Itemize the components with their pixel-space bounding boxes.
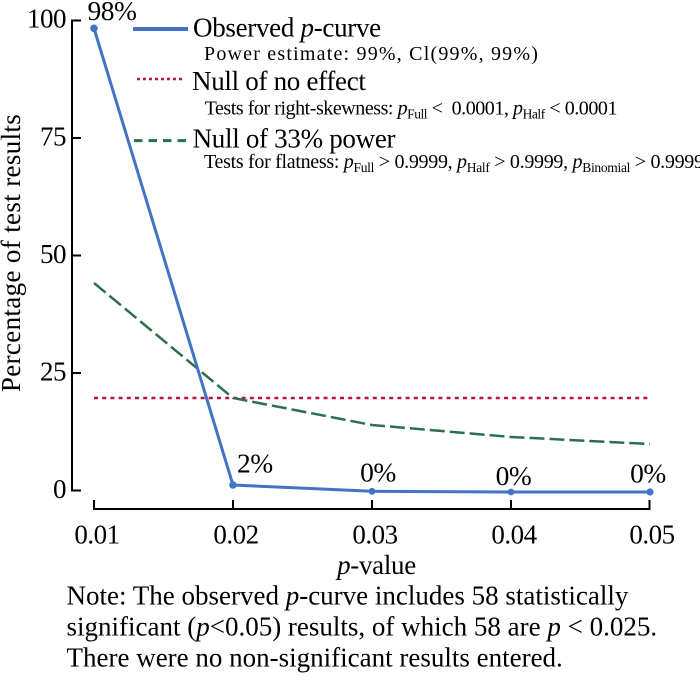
svg-text:2%: 2% bbox=[237, 448, 273, 479]
svg-text:75: 75 bbox=[40, 122, 66, 152]
svg-text:0.03: 0.03 bbox=[352, 520, 397, 550]
svg-text:100: 100 bbox=[27, 3, 66, 33]
svg-text:0: 0 bbox=[53, 474, 66, 504]
svg-text:25: 25 bbox=[40, 357, 66, 387]
svg-text:p-value: p-value bbox=[335, 550, 416, 580]
svg-text:0%: 0% bbox=[360, 457, 396, 488]
svg-text:There were no non-significant: There were no non-significant results en… bbox=[67, 643, 563, 673]
svg-text:Power estimate: 99%, Cl(99%, 9: Power estimate: 99%, Cl(99%, 99%) bbox=[204, 43, 539, 65]
svg-text:0.01: 0.01 bbox=[74, 520, 119, 550]
svg-text:Percentage of test results: Percentage of test results bbox=[0, 114, 26, 392]
svg-text:50: 50 bbox=[40, 239, 66, 269]
svg-text:Null of 33% power: Null of 33% power bbox=[193, 123, 396, 153]
svg-text:98%: 98% bbox=[88, 0, 137, 26]
svg-text:0%: 0% bbox=[630, 458, 666, 489]
svg-text:Note: The observed p-curve inc: Note: The observed p-curve includes 58 s… bbox=[67, 580, 629, 610]
svg-text:Tests for flatness: pFull > 0.: Tests for flatness: pFull > 0.9999, pHal… bbox=[204, 151, 700, 175]
svg-text:0.05: 0.05 bbox=[629, 520, 674, 550]
svg-text:0.04: 0.04 bbox=[491, 520, 537, 550]
svg-text:significant (p<0.05) results,: significant (p<0.05) results, of which 5… bbox=[67, 612, 658, 642]
svg-text:Null of no effect: Null of no effect bbox=[192, 66, 366, 96]
svg-text:0.02: 0.02 bbox=[213, 520, 258, 550]
svg-text:0%: 0% bbox=[496, 460, 532, 491]
svg-text:Observed p-curve: Observed p-curve bbox=[193, 13, 381, 43]
svg-text:Tests for right-skewness: pFul: Tests for right-skewness: pFull < 0.0001… bbox=[205, 98, 617, 122]
